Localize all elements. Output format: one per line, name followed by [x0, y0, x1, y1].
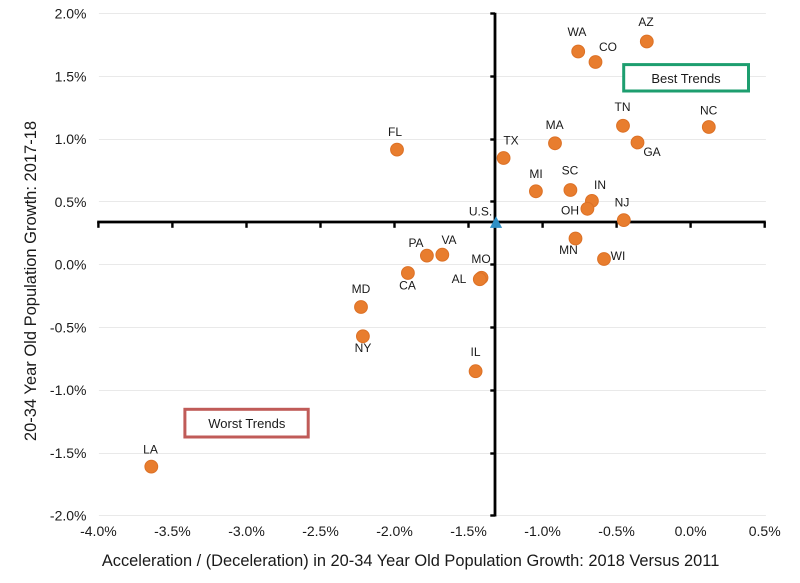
- svg-text:GA: GA: [643, 145, 660, 159]
- svg-text:FL: FL: [388, 125, 402, 139]
- svg-text:TN: TN: [615, 100, 631, 114]
- svg-text:WA: WA: [568, 25, 587, 39]
- svg-text:WI: WI: [611, 249, 626, 263]
- svg-text:AZ: AZ: [638, 15, 653, 29]
- svg-text:CO: CO: [599, 40, 617, 54]
- svg-text:CA: CA: [399, 279, 416, 293]
- svg-text:-1.5%: -1.5%: [50, 445, 87, 461]
- svg-text:SC: SC: [562, 164, 579, 178]
- svg-text:0.0%: 0.0%: [55, 257, 87, 273]
- svg-text:-2.0%: -2.0%: [50, 508, 87, 524]
- svg-text:-2.5%: -2.5%: [302, 523, 339, 539]
- svg-text:Acceleration / (Deceleration): Acceleration / (Deceleration) in 20-34 Y…: [102, 552, 719, 570]
- svg-text:20-34 Year Old Population Grow: 20-34 Year Old Population Growth: 2017-1…: [22, 121, 40, 441]
- svg-text:Best Trends: Best Trends: [651, 71, 721, 86]
- svg-text:-3.5%: -3.5%: [154, 523, 191, 539]
- svg-text:MO: MO: [471, 252, 490, 266]
- svg-text:-1.5%: -1.5%: [450, 523, 487, 539]
- svg-text:0.5%: 0.5%: [55, 194, 87, 210]
- svg-text:-0.5%: -0.5%: [50, 319, 87, 335]
- svg-text:VA: VA: [441, 233, 456, 247]
- svg-text:AL: AL: [452, 272, 467, 286]
- svg-text:MA: MA: [546, 118, 564, 132]
- svg-text:OH: OH: [561, 204, 579, 218]
- svg-text:NC: NC: [700, 104, 718, 118]
- svg-text:-2.0%: -2.0%: [376, 523, 413, 539]
- svg-text:LA: LA: [143, 443, 158, 457]
- svg-text:NY: NY: [355, 341, 372, 355]
- svg-text:-1.0%: -1.0%: [524, 523, 561, 539]
- svg-text:PA: PA: [408, 236, 423, 250]
- svg-text:MN: MN: [559, 243, 578, 257]
- svg-text:MI: MI: [529, 167, 542, 181]
- svg-text:-0.5%: -0.5%: [598, 523, 635, 539]
- svg-text:0.0%: 0.0%: [675, 523, 707, 539]
- svg-text:-4.0%: -4.0%: [80, 523, 117, 539]
- svg-text:Worst Trends: Worst Trends: [208, 416, 286, 431]
- svg-text:U.S.: U.S.: [469, 205, 492, 219]
- svg-text:MD: MD: [352, 282, 371, 296]
- svg-text:NJ: NJ: [615, 196, 630, 210]
- svg-text:IL: IL: [470, 345, 480, 359]
- svg-text:2.0%: 2.0%: [55, 6, 87, 22]
- svg-text:1.0%: 1.0%: [55, 131, 87, 147]
- svg-text:1.5%: 1.5%: [55, 68, 87, 84]
- svg-text:-3.0%: -3.0%: [228, 523, 265, 539]
- svg-text:0.5%: 0.5%: [749, 523, 781, 539]
- svg-text:-1.0%: -1.0%: [50, 382, 87, 398]
- svg-text:IN: IN: [594, 178, 606, 192]
- svg-text:TX: TX: [503, 134, 518, 148]
